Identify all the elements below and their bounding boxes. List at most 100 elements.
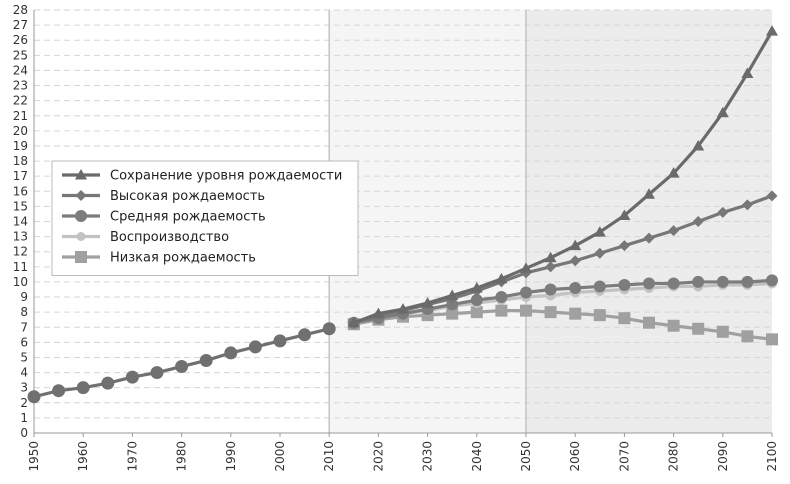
data-point	[716, 106, 729, 118]
data-point	[741, 330, 754, 343]
series-1	[347, 25, 778, 328]
y-tick-label: 17	[13, 169, 28, 183]
y-tick-label: 3	[20, 381, 28, 395]
legend-label: Сохранение уровня рождаемости	[110, 169, 342, 184]
series-5	[347, 304, 778, 346]
data-point	[692, 275, 705, 288]
data-point	[470, 306, 483, 319]
x-tick-label: 2020	[371, 441, 385, 472]
legend-marker	[75, 190, 87, 201]
data-point	[643, 316, 655, 329]
history-point	[224, 346, 238, 360]
data-point	[766, 25, 778, 36]
data-point	[495, 272, 508, 284]
legend-item-1: Сохранение уровня рождаемости	[62, 169, 342, 184]
y-tick-label: 22	[13, 94, 28, 108]
x-tick-label: 2060	[568, 441, 582, 472]
y-tick-label: 1	[20, 411, 28, 425]
y-tick-label: 4	[20, 366, 28, 380]
x-tick-label: 2010	[322, 441, 336, 472]
y-tick-label: 23	[13, 79, 28, 93]
data-point	[495, 304, 508, 317]
data-point	[618, 278, 631, 291]
data-point	[766, 190, 778, 202]
legend-label: Низкая рождаемость	[110, 251, 256, 266]
data-point	[544, 306, 557, 319]
data-point	[643, 232, 655, 244]
data-point	[717, 206, 729, 218]
data-point	[716, 275, 729, 288]
data-point	[618, 240, 630, 252]
data-point	[495, 291, 508, 304]
legend-marker	[75, 169, 87, 180]
y-tick-label: 12	[13, 245, 28, 259]
y-tick-label: 10	[13, 275, 28, 289]
series-line	[352, 29, 774, 325]
y-tick-label: 28	[13, 3, 28, 17]
legend-marker	[75, 251, 87, 263]
x-tick-label: 2050	[519, 441, 533, 472]
legend-item-2: Высокая рождаемость	[62, 189, 265, 204]
x-tick-label: 2000	[273, 441, 287, 472]
x-tick-label: 2080	[667, 441, 681, 472]
y-tick-label: 7	[20, 320, 28, 334]
data-point	[544, 283, 557, 296]
y-tick-label: 18	[13, 154, 28, 168]
data-point	[593, 280, 606, 293]
legend-item-5: Низкая рождаемость	[62, 251, 256, 266]
history-series	[27, 322, 336, 404]
legend-label: Воспроизводство	[110, 230, 229, 245]
data-point	[544, 251, 557, 263]
data-point	[667, 277, 680, 290]
legend-marker	[76, 232, 86, 241]
data-point	[545, 261, 557, 273]
data-point	[741, 199, 753, 211]
y-tick-label: 8	[20, 305, 28, 319]
x-tick-label: 1960	[76, 441, 90, 472]
y-tick-label: 21	[13, 109, 28, 123]
data-point	[716, 325, 729, 338]
y-tick-label: 26	[13, 33, 28, 47]
data-point	[692, 216, 704, 227]
x-tick-label: 2030	[421, 441, 435, 472]
y-tick-label: 9	[20, 290, 28, 304]
data-point	[421, 297, 434, 308]
y-tick-label: 20	[13, 124, 28, 138]
legend-label: Высокая рождаемость	[110, 189, 265, 204]
history-point	[273, 334, 287, 348]
data-point	[397, 303, 409, 314]
series-layer	[27, 25, 778, 404]
data-point	[741, 275, 754, 288]
data-point	[643, 188, 655, 199]
data-point	[667, 319, 680, 332]
legend-item-3: Средняя рождаемость	[62, 210, 266, 225]
data-point	[470, 281, 483, 293]
data-point	[667, 167, 680, 178]
history-point	[248, 340, 262, 354]
y-tick-label: 2	[20, 396, 28, 410]
y-tick-label: 16	[13, 184, 28, 198]
legend-item-4: Воспроизводство	[62, 230, 229, 245]
y-tick-label: 24	[13, 63, 28, 77]
history-point	[125, 370, 139, 384]
data-point	[446, 307, 459, 320]
data-point	[569, 255, 581, 267]
data-point	[569, 281, 582, 294]
history-point	[27, 390, 41, 404]
history-point	[52, 384, 66, 398]
x-tick-label: 1980	[175, 441, 189, 472]
y-tick-label: 25	[13, 48, 28, 62]
history-point	[150, 366, 164, 380]
x-tick-label: 2070	[617, 441, 631, 472]
x-tick-label: 1990	[224, 441, 238, 472]
x-tick-label: 2040	[470, 441, 484, 472]
data-point	[692, 322, 705, 335]
data-point	[766, 274, 778, 287]
data-point	[618, 312, 631, 325]
data-point	[692, 139, 705, 151]
y-tick-label: 15	[13, 199, 28, 213]
y-tick-label: 5	[20, 350, 28, 364]
data-point	[766, 333, 778, 346]
